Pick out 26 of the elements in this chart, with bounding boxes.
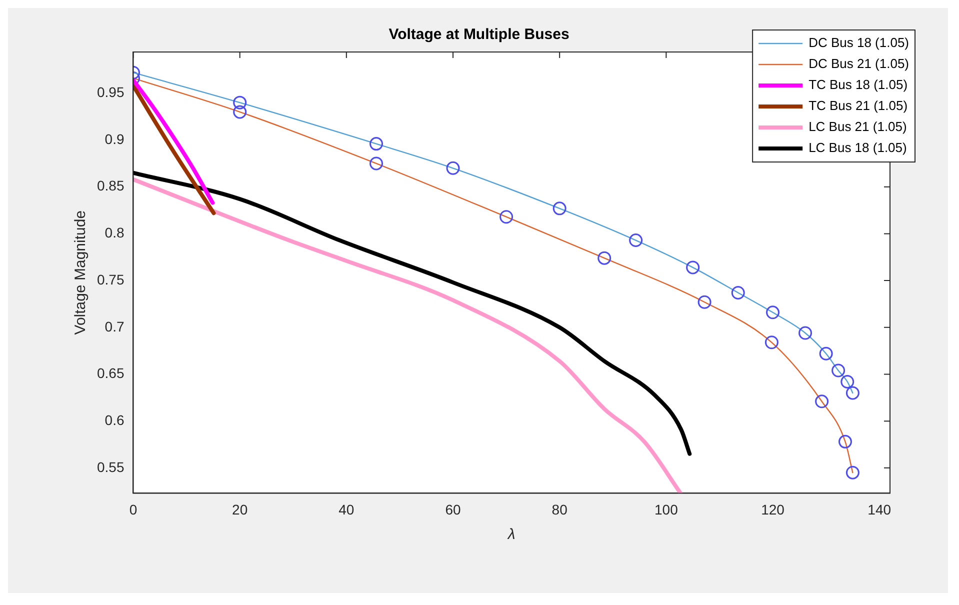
chart-title: Voltage at Multiple Buses (388, 26, 570, 44)
x-tick-label: 60 (445, 501, 461, 518)
y-tick-label: 0.65 (97, 365, 124, 382)
legend-label: DC Bus 21 (1.05) (808, 56, 910, 72)
legend-label: DC Bus 18 (1.05) (808, 35, 910, 50)
y-tick-label: 0.85 (97, 178, 124, 194)
x-tick-label: 140 (868, 501, 892, 518)
x-tick-label: 120 (761, 501, 785, 518)
y-tick-label: 0.6 (104, 412, 124, 428)
legend-label: TC Bus 21 (1.05) (808, 98, 908, 114)
y-tick-label: 0.7 (104, 318, 124, 334)
x-tick-label: 40 (338, 501, 354, 518)
y-tick-label: 0.95 (97, 84, 124, 100)
y-axis-title: Voltage Magnitude (72, 210, 90, 335)
x-tick-label: 100 (654, 501, 678, 518)
legend-label: LC Bus 21 (1.05) (808, 119, 907, 134)
legend-label: TC Bus 18 (1.05) (808, 77, 908, 92)
x-tick-label: 80 (552, 501, 568, 518)
x-tick-label: 20 (232, 501, 248, 518)
y-tick-label: 0.8 (104, 224, 124, 241)
y-tick-label: 0.75 (97, 271, 124, 288)
y-tick-label: 0.55 (97, 458, 124, 475)
y-tick-label: 0.9 (104, 130, 124, 147)
legend-label: LC Bus 18 (1.05) (808, 140, 907, 156)
x-tick-label: 0 (129, 501, 138, 518)
x-axis-title: λ (506, 526, 516, 544)
